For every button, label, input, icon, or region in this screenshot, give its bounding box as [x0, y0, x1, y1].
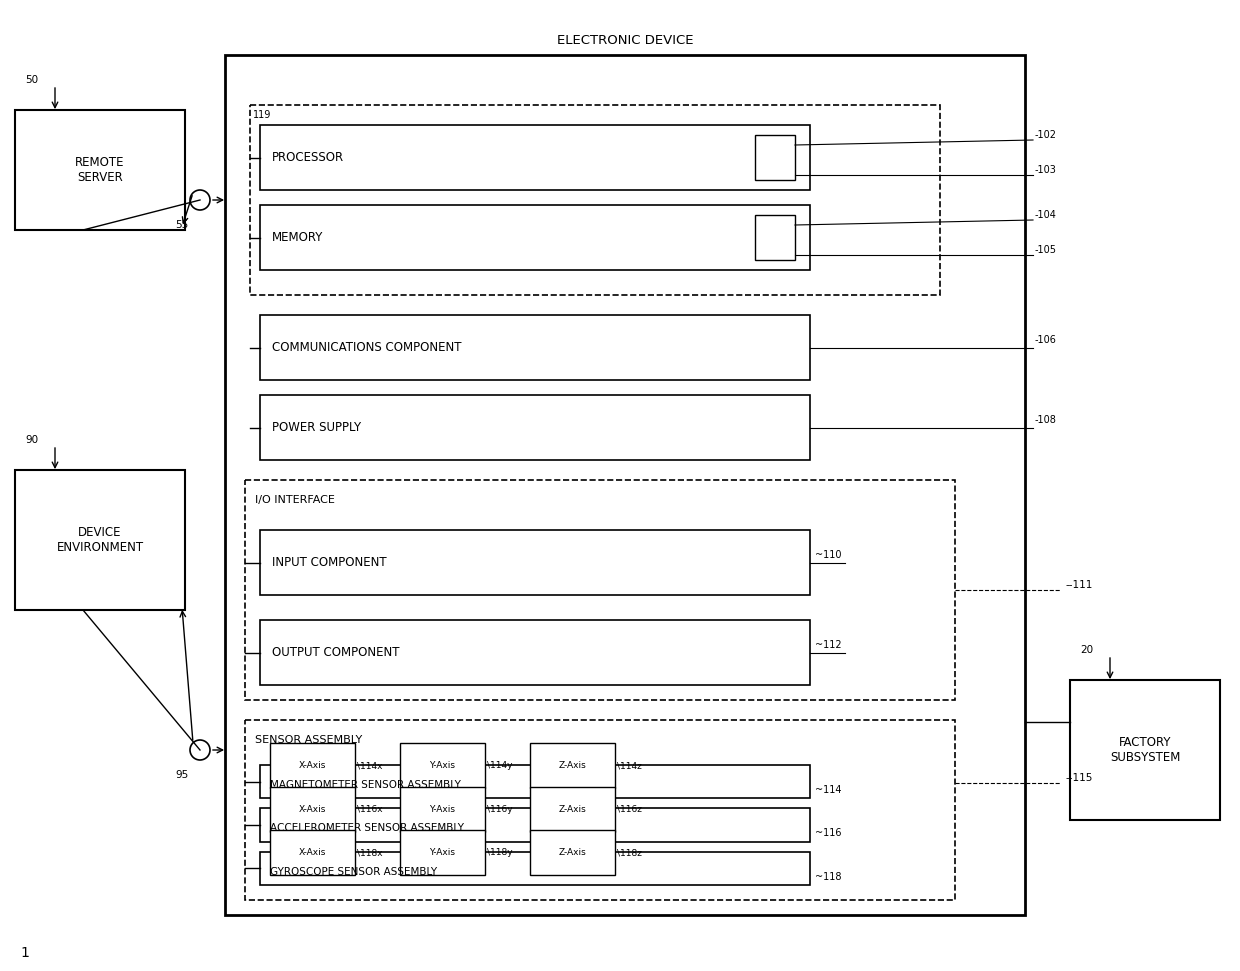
Bar — [15, 110, 185, 230]
Bar — [260, 205, 810, 270]
Text: FACTORY
SUBSYSTEM: FACTORY SUBSYSTEM — [1110, 736, 1180, 764]
Text: SENSOR ASSEMBLY: SENSOR ASSEMBLY — [255, 735, 362, 745]
Text: Y-Axis: Y-Axis — [429, 805, 455, 814]
Text: 119: 119 — [253, 110, 272, 120]
Text: -105: -105 — [1035, 245, 1056, 255]
Text: ~116: ~116 — [815, 828, 842, 838]
Text: ~114: ~114 — [815, 785, 842, 795]
Bar — [755, 215, 795, 260]
Text: X-Axis: X-Axis — [299, 805, 326, 814]
Bar — [260, 395, 810, 460]
Bar — [529, 830, 615, 875]
Bar — [260, 765, 810, 798]
Text: ELECTRONIC DEVICE: ELECTRONIC DEVICE — [557, 34, 693, 47]
Text: \118y: \118y — [487, 848, 512, 857]
Text: \116y: \116y — [487, 805, 512, 814]
Text: \114y: \114y — [487, 761, 512, 770]
Text: 1: 1 — [20, 946, 29, 960]
Bar — [260, 620, 810, 685]
Text: Y-Axis: Y-Axis — [429, 848, 455, 857]
Text: Z-Axis: Z-Axis — [559, 761, 587, 770]
Text: POWER SUPPLY: POWER SUPPLY — [272, 421, 361, 434]
Bar — [246, 720, 955, 900]
Text: PROCESSOR: PROCESSOR — [272, 151, 345, 164]
Text: ACCELEROMETER SENSOR ASSEMBLY: ACCELEROMETER SENSOR ASSEMBLY — [270, 823, 464, 833]
Bar — [270, 744, 355, 788]
Text: OUTPUT COMPONENT: OUTPUT COMPONENT — [272, 646, 399, 659]
Text: ~112: ~112 — [815, 640, 842, 650]
Text: \116x: \116x — [357, 805, 383, 814]
Text: \116z: \116z — [618, 805, 642, 814]
Text: X-Axis: X-Axis — [299, 761, 326, 770]
Text: \118z: \118z — [618, 848, 642, 857]
Bar — [260, 315, 810, 380]
Text: --115: --115 — [1065, 773, 1092, 783]
Text: Y-Axis: Y-Axis — [429, 761, 455, 770]
Bar — [15, 470, 185, 610]
Bar — [246, 480, 955, 700]
Text: -108: -108 — [1035, 415, 1056, 424]
Bar — [529, 744, 615, 788]
Text: 90: 90 — [25, 435, 38, 445]
Bar — [270, 787, 355, 832]
Text: \114x: \114x — [357, 761, 382, 770]
Bar — [401, 744, 485, 788]
Text: 50: 50 — [25, 75, 38, 85]
Text: --111: --111 — [1065, 580, 1092, 590]
Text: 55: 55 — [175, 220, 188, 230]
Text: -106: -106 — [1035, 334, 1056, 345]
Bar — [1070, 680, 1220, 820]
Bar — [270, 830, 355, 875]
Bar — [260, 125, 810, 190]
Text: \118x: \118x — [357, 848, 383, 857]
Bar — [529, 787, 615, 832]
Text: MAGNETOMETER SENSOR ASSEMBLY: MAGNETOMETER SENSOR ASSEMBLY — [270, 780, 461, 790]
Text: 95: 95 — [175, 770, 188, 780]
Bar — [755, 135, 795, 180]
Text: GYROSCOPE SENSOR ASSEMBLY: GYROSCOPE SENSOR ASSEMBLY — [270, 867, 438, 877]
Text: DEVICE
ENVIRONMENT: DEVICE ENVIRONMENT — [57, 526, 144, 554]
Bar — [401, 830, 485, 875]
Text: ~118: ~118 — [815, 872, 842, 882]
Text: INPUT COMPONENT: INPUT COMPONENT — [272, 556, 387, 569]
Text: ~110: ~110 — [815, 550, 842, 559]
Text: -103: -103 — [1035, 165, 1056, 175]
Text: \114z: \114z — [618, 761, 642, 770]
Bar — [401, 787, 485, 832]
Text: -102: -102 — [1035, 130, 1056, 140]
Text: COMMUNICATIONS COMPONENT: COMMUNICATIONS COMPONENT — [272, 341, 461, 354]
Text: X-Axis: X-Axis — [299, 848, 326, 857]
Text: REMOTE
SERVER: REMOTE SERVER — [76, 156, 125, 184]
Text: Z-Axis: Z-Axis — [559, 805, 587, 814]
Text: I/O INTERFACE: I/O INTERFACE — [255, 495, 335, 505]
Text: Z-Axis: Z-Axis — [559, 848, 587, 857]
Text: 20: 20 — [1080, 645, 1094, 655]
Bar — [260, 852, 810, 885]
Bar — [250, 105, 940, 295]
Text: -104: -104 — [1035, 210, 1056, 220]
Bar — [260, 808, 810, 842]
Bar — [260, 530, 810, 595]
Bar — [224, 55, 1025, 915]
Text: MEMORY: MEMORY — [272, 231, 324, 244]
